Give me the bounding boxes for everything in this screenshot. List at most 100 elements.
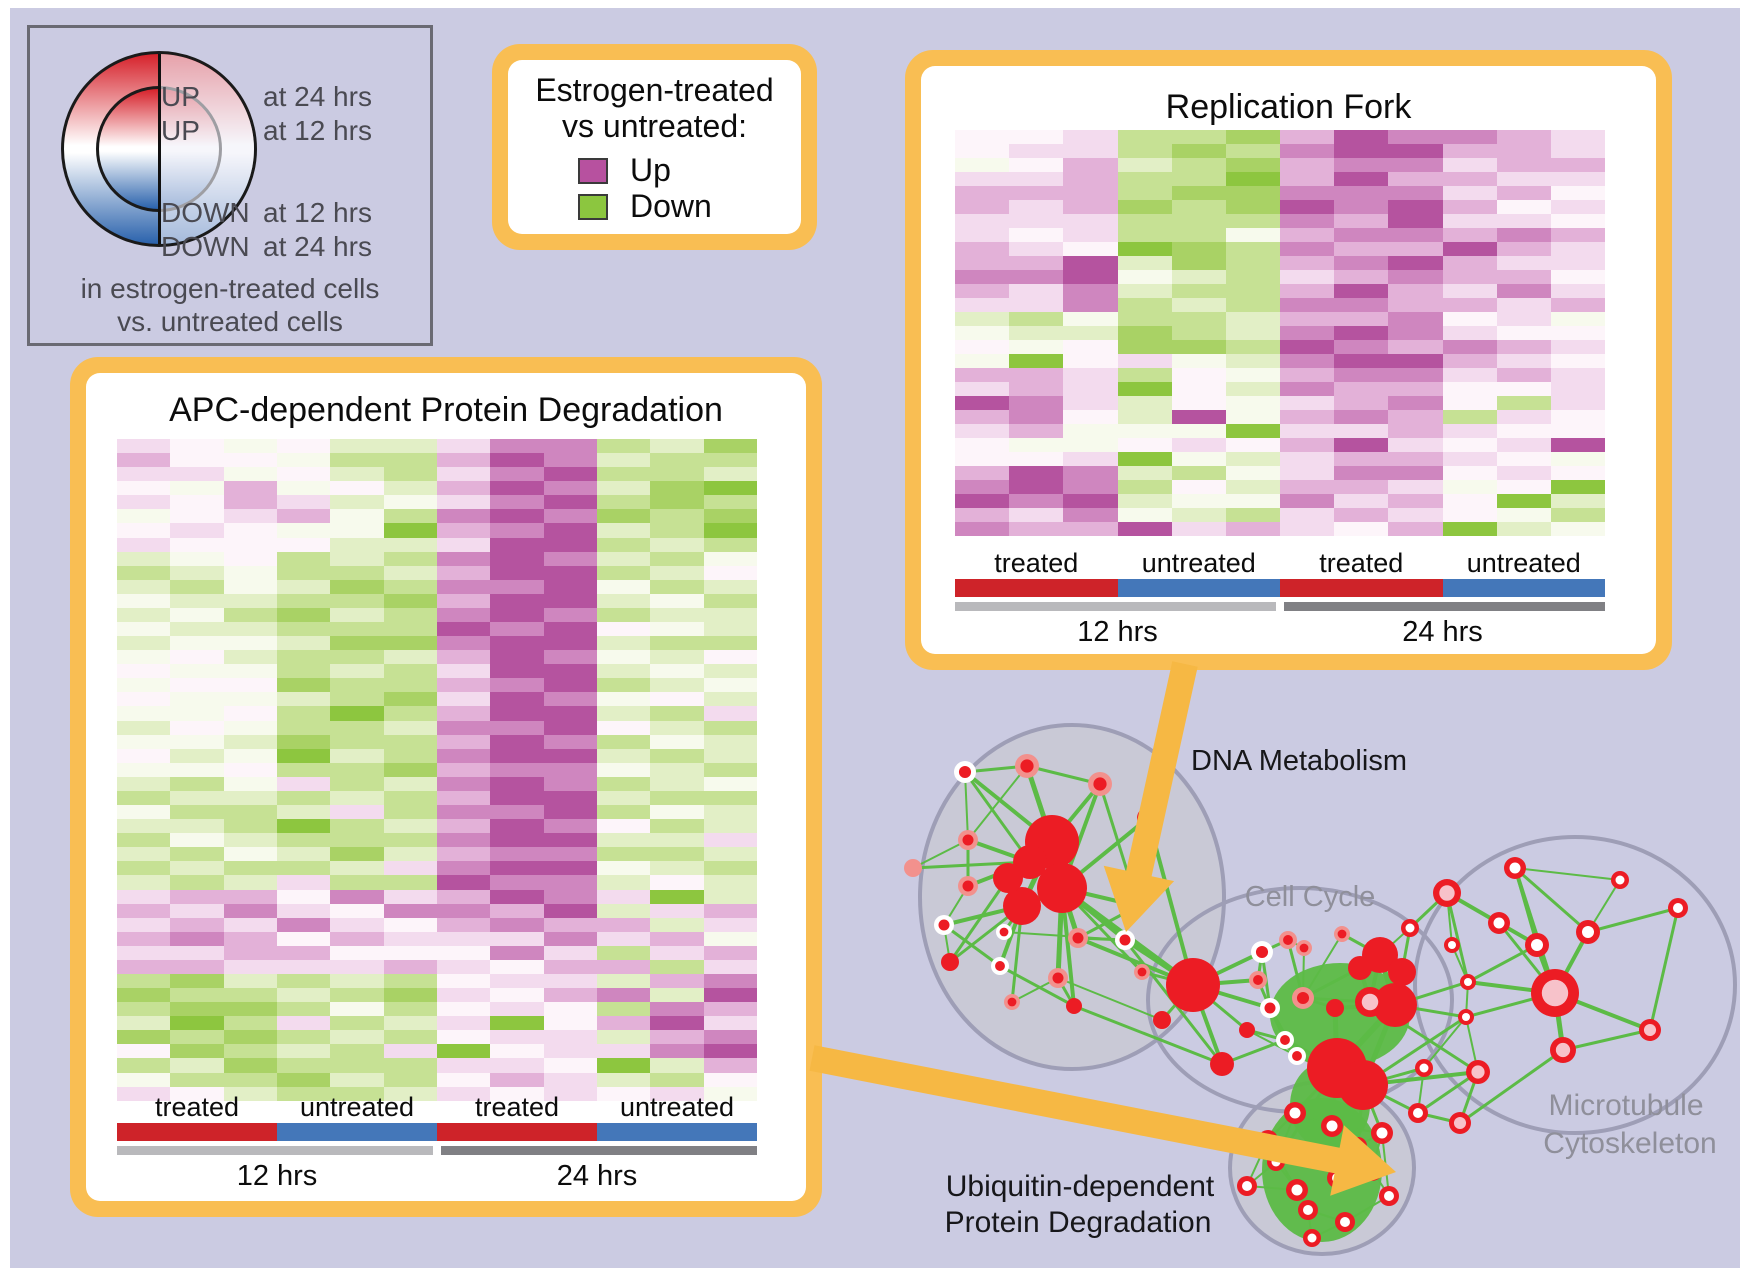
heatmap-cell — [383, 622, 437, 637]
heatmap-cell — [383, 495, 437, 510]
heatmap-cell — [1117, 424, 1172, 438]
network-node[interactable] — [1013, 845, 1047, 879]
network-node[interactable] — [1066, 998, 1082, 1014]
heatmap-cell — [703, 875, 757, 890]
heatmap-cell — [703, 551, 757, 566]
network-edge — [1057, 977, 1163, 1021]
heatmap-cell — [650, 565, 704, 580]
heatmap-cell — [596, 734, 651, 749]
heatmap-cell — [436, 579, 491, 594]
heatmap-cell — [1171, 382, 1226, 396]
heatmap-cell — [1225, 214, 1281, 228]
heatmap-cell — [1280, 382, 1335, 396]
heatmap-cell — [955, 214, 1010, 228]
network-node[interactable] — [1373, 983, 1417, 1027]
heatmap-cell — [703, 988, 757, 1003]
network-node[interactable] — [1388, 958, 1416, 986]
network-node[interactable] — [1338, 1060, 1388, 1110]
network-node[interactable] — [1153, 1011, 1171, 1029]
network-node[interactable] — [1210, 1052, 1234, 1076]
heatmap-cell — [436, 903, 491, 918]
network-node[interactable] — [1037, 863, 1087, 913]
heatmap-cell — [170, 509, 224, 524]
heatmap-cell — [117, 917, 171, 932]
heatmap-cell — [543, 565, 597, 580]
heatmap-cell — [170, 959, 224, 974]
heatmap-cell — [436, 439, 491, 454]
heatmap-cell — [703, 523, 757, 538]
apc-group-treated-12: treated — [154, 1092, 240, 1122]
heatmap-cell — [543, 706, 597, 721]
heatmap-cell — [490, 805, 544, 820]
heatmap-cell — [170, 453, 224, 468]
heatmap-cell — [1334, 438, 1389, 452]
network-node[interactable] — [1326, 999, 1344, 1017]
heatmap-cell — [1388, 452, 1443, 466]
heatmap-cell — [703, 734, 757, 749]
heatmap-cell — [1550, 270, 1606, 284]
heatmap-cell — [703, 1058, 757, 1073]
heatmap-cell — [650, 537, 704, 552]
heatmap-cell — [330, 453, 384, 468]
heatmap-cell — [223, 917, 277, 932]
network-node-core — [1280, 1035, 1290, 1045]
heatmap-cell — [170, 748, 224, 763]
heatmap-cell — [1117, 270, 1172, 284]
network-node[interactable] — [993, 863, 1023, 893]
heatmap-cell — [1550, 410, 1606, 424]
network-edge — [1587, 906, 1679, 934]
heatmap-cell — [223, 776, 277, 791]
heatmap-cell — [490, 917, 544, 932]
apc-condition-bar — [117, 1123, 757, 1141]
heatmap-cell — [330, 467, 384, 482]
label-cell-cycle: Cell Cycle — [1245, 881, 1376, 913]
heatmap-cell — [1009, 214, 1064, 228]
heatmap-cell — [1550, 158, 1606, 172]
heatmap-cell — [436, 1030, 491, 1045]
network-node[interactable] — [941, 953, 959, 971]
heatmap-cell — [436, 495, 491, 510]
apc-heatmap — [117, 439, 757, 1101]
heatmap-cell — [276, 706, 331, 721]
heatmap-cell — [1280, 438, 1335, 452]
network-node[interactable] — [1003, 887, 1041, 925]
network-node[interactable] — [1239, 1022, 1255, 1038]
heatmap-cell — [276, 805, 331, 820]
heatmap-cell — [223, 622, 277, 637]
heatmap-cell — [276, 664, 331, 679]
heatmap-cell — [170, 537, 224, 552]
heatmap-cell — [383, 861, 437, 876]
heatmap-cell — [223, 790, 277, 806]
heatmap-cell — [1280, 396, 1335, 410]
heatmap-cell — [330, 847, 384, 862]
heatmap-cell — [650, 467, 704, 482]
heatmap-cell — [1171, 508, 1226, 522]
heatmap-cell — [330, 664, 384, 679]
network-edge — [943, 923, 1001, 968]
heatmap-cell — [1171, 340, 1226, 354]
network-node[interactable] — [904, 859, 922, 877]
network-node[interactable] — [1348, 956, 1372, 980]
network-node-core — [1242, 1181, 1252, 1191]
heatmap-cell — [330, 833, 384, 848]
heatmap-cell — [596, 678, 651, 693]
heatmap-cell — [543, 551, 597, 566]
heatmap-cell — [1388, 214, 1443, 228]
heatmap-cell — [1334, 452, 1389, 466]
heatmap-cell — [1009, 438, 1064, 452]
heatmap-cell — [490, 748, 544, 763]
heatmap-cell — [596, 790, 651, 806]
heatmap-cell — [383, 706, 437, 721]
heatmap-cell — [1117, 382, 1172, 396]
heatmap-cell — [1280, 466, 1335, 480]
heatmap-cell — [1171, 130, 1226, 144]
heatmap-cell — [650, 805, 704, 820]
heatmap-cell — [330, 692, 384, 707]
apc-time-24hrs: 24 hrs — [556, 1160, 638, 1192]
heatmap-cell — [1550, 130, 1606, 144]
network-node[interactable] — [1166, 958, 1220, 1012]
heatmap-cell — [1550, 396, 1606, 410]
heatmap-cell — [650, 1030, 704, 1045]
heatmap-cell — [703, 917, 757, 932]
heatmap-cell — [1009, 396, 1064, 410]
